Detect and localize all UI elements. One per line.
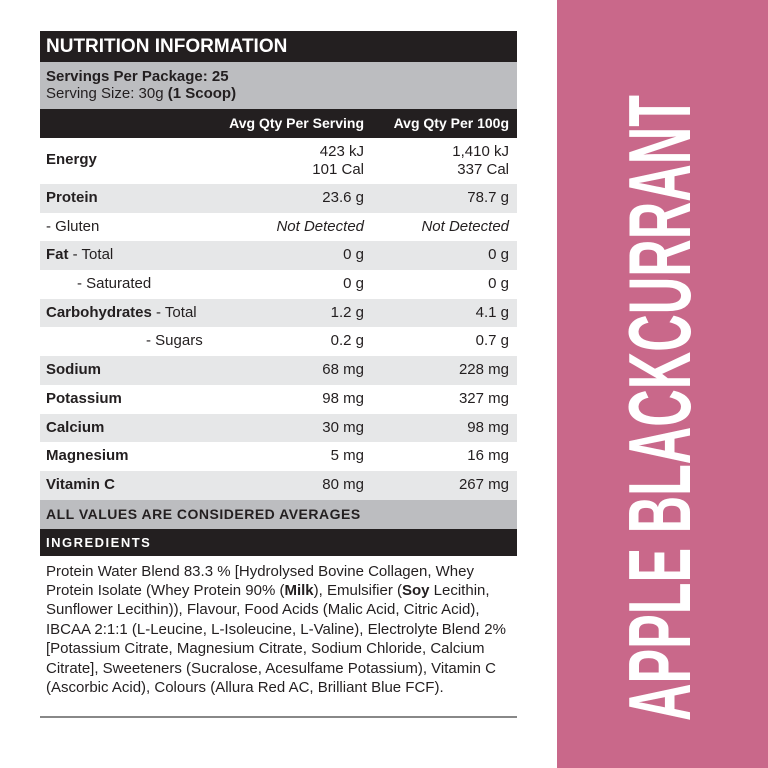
table-row: - Saturated 0 g 0 g xyxy=(40,270,517,299)
column-per-100g: Avg Qty Per 100g xyxy=(393,115,509,131)
value-per-serving: 0 g xyxy=(343,246,364,264)
row-label: Fat - Total xyxy=(46,246,114,264)
row-label: Potassium xyxy=(46,389,122,407)
row-label: Vitamin C xyxy=(46,475,115,493)
row-label: Energy xyxy=(46,151,97,168)
table-row: Calcium 30 mg 98 mg xyxy=(40,413,517,443)
value-per-100g: 78.7 g xyxy=(467,189,509,206)
value-per-serving: 5 mg xyxy=(330,447,364,465)
row-label: - Saturated xyxy=(77,275,152,293)
column-per-serving: Avg Qty Per Serving xyxy=(229,115,364,131)
table-row: - Gluten Not Detected Not Detected xyxy=(40,213,517,242)
table-row: Potassium 98 mg 327 mg xyxy=(40,385,517,414)
row-label: Magnesium xyxy=(46,447,129,465)
table-row: Vitamin C 80 mg 267 mg xyxy=(40,470,517,500)
value-per-100g: 0 g xyxy=(488,246,509,264)
value-per-100g: Not Detected xyxy=(421,217,509,235)
value-per-100g: 16 mg xyxy=(467,447,509,465)
ingredients-title: INGREDIENTS xyxy=(40,528,517,556)
serving-size: Serving Size: 30g xyxy=(46,85,164,102)
panel-title: NUTRITION INFORMATION xyxy=(40,31,517,62)
value-per-serving: 23.6 g xyxy=(322,189,364,206)
value-per-serving: 98 mg xyxy=(322,389,364,407)
energy-serving-cal: 101 Cal xyxy=(312,161,364,178)
servings-per-package: Servings Per Package: 25 xyxy=(46,68,229,85)
value-per-100g: 0.7 g xyxy=(475,332,509,350)
value-per-100g: 98 mg xyxy=(467,418,509,436)
value-per-serving: 0 g xyxy=(343,275,364,293)
row-label: - Gluten xyxy=(46,217,100,235)
table-row: Sodium 68 mg 228 mg xyxy=(40,356,517,385)
row-label: Sodium xyxy=(46,361,101,379)
value-per-100g: 327 mg xyxy=(458,389,509,407)
table-header: Avg Qty Per Serving Avg Qty Per 100g xyxy=(40,109,517,138)
value-per-serving: 30 mg xyxy=(322,418,364,436)
value-per-serving: Not Detected xyxy=(276,217,364,235)
value-per-serving: 80 mg xyxy=(322,475,364,493)
value-per-100g: 4.1 g xyxy=(475,303,509,321)
table-row: Fat - Total 0 g 0 g xyxy=(40,241,517,271)
flavour-panel xyxy=(557,0,768,768)
averages-note: ALL VALUES ARE CONSIDERED AVERAGES xyxy=(40,499,517,529)
row-label: Calcium xyxy=(46,418,105,436)
table-row-energy: Energy 423 kJ 101 Cal 1,410 kJ 337 Cal xyxy=(40,138,517,184)
nutrition-panel: NUTRITION INFORMATION Servings Per Packa… xyxy=(40,31,517,718)
value-per-serving: 0.2 g xyxy=(330,332,364,350)
value-per-100g: 267 mg xyxy=(458,475,509,493)
value-per-100g: 228 mg xyxy=(458,361,509,379)
row-label: Carbohydrates - Total xyxy=(46,303,197,321)
row-label: - Sugars xyxy=(146,332,203,350)
serving-info: Servings Per Package: 25 Serving Size: 3… xyxy=(40,62,517,109)
value-per-serving: 68 mg xyxy=(322,361,364,379)
table-row: - Sugars 0.2 g 0.7 g xyxy=(40,327,517,356)
serving-size-note: (1 Scoop) xyxy=(167,85,237,102)
table-row: Magnesium 5 mg 16 mg xyxy=(40,442,517,471)
value-per-serving: 1.2 g xyxy=(330,303,364,321)
ingredients-text: Protein Water Blend 83.3 % [Hydrolysed B… xyxy=(40,556,517,718)
energy-serving-kj: 423 kJ xyxy=(319,143,364,160)
row-label: Protein xyxy=(46,189,98,206)
energy-100g-kj: 1,410 kJ xyxy=(452,143,509,160)
table-row: Carbohydrates - Total 1.2 g 4.1 g xyxy=(40,298,517,328)
energy-100g-cal: 337 Cal xyxy=(457,161,509,178)
value-per-100g: 0 g xyxy=(488,275,509,293)
table-row: Protein 23.6 g 78.7 g xyxy=(40,184,517,213)
